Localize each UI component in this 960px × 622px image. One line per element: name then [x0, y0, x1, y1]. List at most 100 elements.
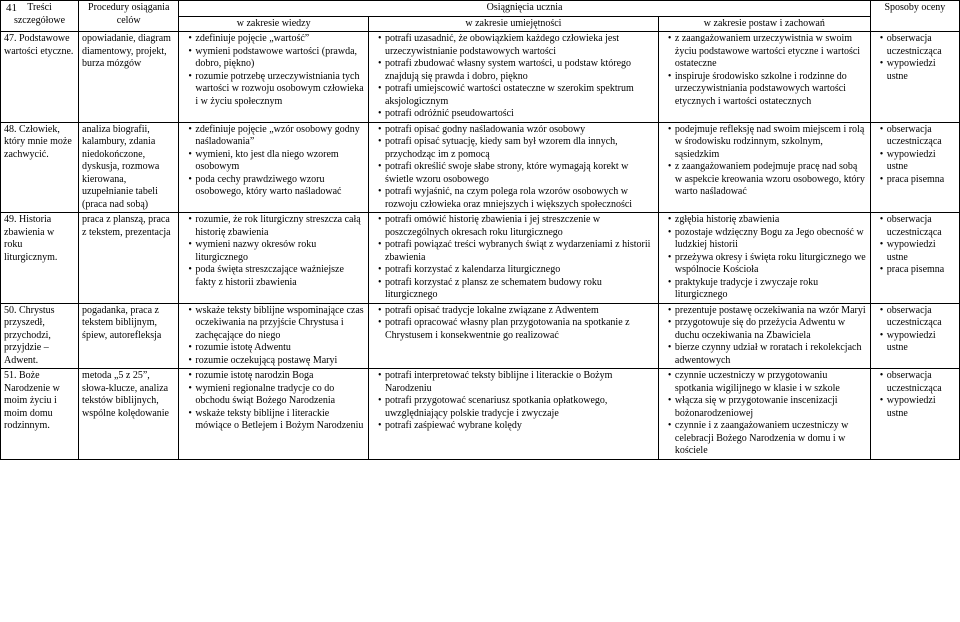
- list-item: rozumie potrzebę urzeczywistniania tych …: [188, 71, 365, 109]
- list-item: zdefiniuje pojęcie „wzór osobowy godny n…: [188, 124, 365, 149]
- bullet-list: wskaże teksty biblijne wspominające czas…: [182, 305, 365, 368]
- table-row: 48. Człowiek, który mnie może zachwycić.…: [1, 122, 960, 213]
- list-item: zdefiniuje pojęcie „wartość”: [188, 33, 365, 46]
- list-item: obserwacja uczestnicząca: [880, 305, 956, 330]
- cell-wiedza: wskaże teksty biblijne wspominające czas…: [179, 303, 369, 369]
- list-item: poda cechy prawdziwego wzoru osobowego, …: [188, 174, 365, 199]
- list-item: potrafi interpretować teksty biblijne i …: [378, 370, 655, 395]
- header-osiagniecia: Osiągnięcia ucznia: [179, 1, 870, 17]
- list-item: potrafi odróżnić pseudowartości: [378, 108, 655, 121]
- list-item: obserwacja uczestnicząca: [880, 124, 956, 149]
- header-postaw: w zakresie postaw i zachowań: [658, 16, 870, 32]
- list-item: z zaangażowaniem podejmuje pracę nad sob…: [668, 161, 867, 199]
- cell-umiej: potrafi interpretować teksty biblijne i …: [368, 369, 658, 460]
- page-number: 41: [6, 2, 17, 14]
- cell-umiej: potrafi omówić historię zbawienia i jej …: [368, 213, 658, 304]
- list-item: wypowiedzi ustne: [880, 395, 956, 420]
- bullet-list: rozumie, że rok liturgiczny streszcza ca…: [182, 214, 365, 289]
- list-item: potrafi opracować własny plan przygotowa…: [378, 317, 655, 342]
- cell-procedury: pogadanka, praca z tekstem biblijnym, śp…: [79, 303, 179, 369]
- list-item: wymieni, kto jest dla niego wzorem osobo…: [188, 149, 365, 174]
- cell-procedury: praca z planszą, praca z tekstem, prezen…: [79, 213, 179, 304]
- cell-wiedza: rozumie, że rok liturgiczny streszcza ca…: [179, 213, 369, 304]
- list-item: wskaże teksty biblijne i literackie mówi…: [188, 408, 365, 433]
- cell-umiej: potrafi opisać godny naśladowania wzór o…: [368, 122, 658, 213]
- cell-procedury: analiza biografii, kalambury, zdania nie…: [79, 122, 179, 213]
- list-item: potrafi zbudować własny system wartości,…: [378, 58, 655, 83]
- cell-wiedza: zdefiniuje pojęcie „wartość”wymieni pods…: [179, 32, 369, 123]
- list-item: pozostaje wdzięczny Bogu za Jego obecnoś…: [668, 227, 867, 252]
- bullet-list: potrafi omówić historię zbawienia i jej …: [372, 214, 655, 302]
- list-item: wymieni nazwy okresów roku liturgicznego: [188, 239, 365, 264]
- cell-sposoby: obserwacja uczestniczącawypowiedzi ustne…: [870, 122, 959, 213]
- list-item: potrafi korzystać z plansz ze schematem …: [378, 277, 655, 302]
- cell-wiedza: zdefiniuje pojęcie „wzór osobowy godny n…: [179, 122, 369, 213]
- header-procedury: Procedury osiągania celów: [79, 1, 179, 32]
- cell-umiej: potrafi uzasadnić, że obowiązkiem każdeg…: [368, 32, 658, 123]
- cell-tresci: 50. Chrystus przyszedł, przychodzi, przy…: [1, 303, 79, 369]
- list-item: praca pisemna: [880, 264, 956, 277]
- list-item: obserwacja uczestnicząca: [880, 214, 956, 239]
- list-item: z zaangażowaniem urzeczywistnia w swoim …: [668, 33, 867, 71]
- cell-sposoby: obserwacja uczestniczącawypowiedzi ustne: [870, 32, 959, 123]
- list-item: podejmuje refleksję nad swoim miejscem i…: [668, 124, 867, 162]
- list-item: potrafi opisać sytuację, kiedy sam był w…: [378, 136, 655, 161]
- cell-procedury: opowiadanie, diagram diamentowy, projekt…: [79, 32, 179, 123]
- cell-postaw: zgłębia historię zbawieniapozostaje wdzi…: [658, 213, 870, 304]
- bullet-list: z zaangażowaniem urzeczywistnia w swoim …: [662, 33, 867, 108]
- list-item: potrafi opisać godny naśladowania wzór o…: [378, 124, 655, 137]
- cell-sposoby: obserwacja uczestniczącawypowiedzi ustne: [870, 369, 959, 460]
- cell-sposoby: obserwacja uczestniczącawypowiedzi ustne…: [870, 213, 959, 304]
- curriculum-table: Treści szczegółowe Procedury osiągania c…: [0, 0, 960, 460]
- table-row: 49. Historia zbawienia w roku liturgiczn…: [1, 213, 960, 304]
- list-item: potrafi wyjaśnić, na czym polega rola wz…: [378, 186, 655, 211]
- bullet-list: prezentuje postawę oczekiwania na wzór M…: [662, 305, 867, 368]
- cell-sposoby: obserwacja uczestniczącawypowiedzi ustne: [870, 303, 959, 369]
- list-item: wypowiedzi ustne: [880, 239, 956, 264]
- cell-umiej: potrafi opisać tradycje lokalne związane…: [368, 303, 658, 369]
- table-row: 47. Podstawowe wartości etyczne.opowiada…: [1, 32, 960, 123]
- list-item: poda święta streszczające ważniejsze fak…: [188, 264, 365, 289]
- list-item: potrafi określić swoje słabe strony, któ…: [378, 161, 655, 186]
- list-item: włącza się w przygotowanie inscenizacji …: [668, 395, 867, 420]
- list-item: prezentuje postawę oczekiwania na wzór M…: [668, 305, 867, 318]
- bullet-list: potrafi opisać tradycje lokalne związane…: [372, 305, 655, 343]
- cell-postaw: prezentuje postawę oczekiwania na wzór M…: [658, 303, 870, 369]
- bullet-list: rozumie istotę narodzin Bogawymieni regi…: [182, 370, 365, 433]
- cell-tresci: 47. Podstawowe wartości etyczne.: [1, 32, 79, 123]
- list-item: wypowiedzi ustne: [880, 58, 956, 83]
- list-item: czynnie i z zaangażowaniem uczestniczy w…: [668, 420, 867, 458]
- bullet-list: obserwacja uczestniczącawypowiedzi ustne: [874, 370, 956, 420]
- list-item: zgłębia historię zbawienia: [668, 214, 867, 227]
- bullet-list: obserwacja uczestniczącawypowiedzi ustne…: [874, 124, 956, 187]
- list-item: przygotowuje się do przeżycia Adwentu w …: [668, 317, 867, 342]
- list-item: praktykuje tradycje i zwyczaje roku litu…: [668, 277, 867, 302]
- list-item: przeżywa okresy i święta roku liturgiczn…: [668, 252, 867, 277]
- list-item: wymieni regionalne tradycje co do obchod…: [188, 383, 365, 408]
- list-item: wskaże teksty biblijne wspominające czas…: [188, 305, 365, 343]
- header-wiedza: w zakresie wiedzy: [179, 16, 369, 32]
- list-item: potrafi omówić historię zbawienia i jej …: [378, 214, 655, 239]
- header-sposoby: Sposoby oceny: [870, 1, 959, 32]
- bullet-list: czynnie uczestniczy w przygotowaniu spot…: [662, 370, 867, 458]
- list-item: potrafi przygotować scenariusz spotkania…: [378, 395, 655, 420]
- cell-procedury: metoda „5 z 25”, słowa-klucze, analiza t…: [79, 369, 179, 460]
- bullet-list: podejmuje refleksję nad swoim miejscem i…: [662, 124, 867, 199]
- list-item: potrafi uzasadnić, że obowiązkiem każdeg…: [378, 33, 655, 58]
- list-item: wypowiedzi ustne: [880, 149, 956, 174]
- list-item: wymieni podstawowe wartości (prawda, dob…: [188, 46, 365, 71]
- table-row: 51. Boże Narodzenie w moim życiu i moim …: [1, 369, 960, 460]
- cell-tresci: 49. Historia zbawienia w roku liturgiczn…: [1, 213, 79, 304]
- bullet-list: potrafi interpretować teksty biblijne i …: [372, 370, 655, 433]
- list-item: obserwacja uczestnicząca: [880, 370, 956, 395]
- bullet-list: obserwacja uczestniczącawypowiedzi ustne: [874, 305, 956, 355]
- header-umiej: w zakresie umiejętności: [368, 16, 658, 32]
- list-item: obserwacja uczestnicząca: [880, 33, 956, 58]
- bullet-list: potrafi opisać godny naśladowania wzór o…: [372, 124, 655, 212]
- bullet-list: zdefiniuje pojęcie „wzór osobowy godny n…: [182, 124, 365, 199]
- bullet-list: potrafi uzasadnić, że obowiązkiem każdeg…: [372, 33, 655, 121]
- bullet-list: zgłębia historię zbawieniapozostaje wdzi…: [662, 214, 867, 302]
- list-item: bierze czynny udział w roratach i rekole…: [668, 342, 867, 367]
- cell-postaw: podejmuje refleksję nad swoim miejscem i…: [658, 122, 870, 213]
- cell-postaw: z zaangażowaniem urzeczywistnia w swoim …: [658, 32, 870, 123]
